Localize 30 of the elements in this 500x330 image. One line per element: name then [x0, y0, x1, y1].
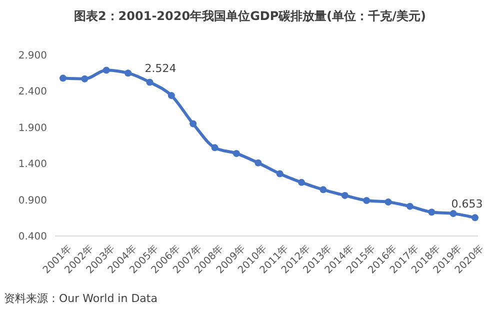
text: 资料来源：Our World in Data [4, 292, 158, 305]
y-tick-label: 1.900 [18, 122, 47, 134]
point [472, 214, 478, 222]
point [168, 92, 175, 100]
y-tick-label: 2.900 [18, 50, 47, 62]
point [146, 78, 154, 86]
point [406, 202, 414, 210]
point [81, 75, 88, 82]
point [428, 208, 436, 216]
chart-title: 图表2：2001-2020年我国单位GDP碳排放量(单位：千克/美元) [74, 9, 426, 23]
point [341, 192, 348, 199]
point [232, 150, 240, 157]
point [298, 178, 306, 186]
point [211, 144, 218, 152]
point [124, 70, 132, 77]
point [254, 159, 262, 166]
data-label: 0.653 [451, 198, 483, 211]
data-label: 2.524 [144, 62, 176, 76]
point [384, 198, 392, 206]
point [60, 74, 66, 82]
point [320, 186, 327, 194]
point [363, 197, 370, 204]
point [276, 170, 284, 178]
point [190, 120, 197, 128]
y-tick-label: 2.400 [18, 86, 47, 98]
point [450, 210, 457, 218]
y-tick-label: 0.900 [18, 195, 47, 206]
y-tick-label: 1.400 [18, 159, 47, 170]
point [102, 66, 110, 74]
y-tick-label: 0.400 [18, 232, 47, 242]
